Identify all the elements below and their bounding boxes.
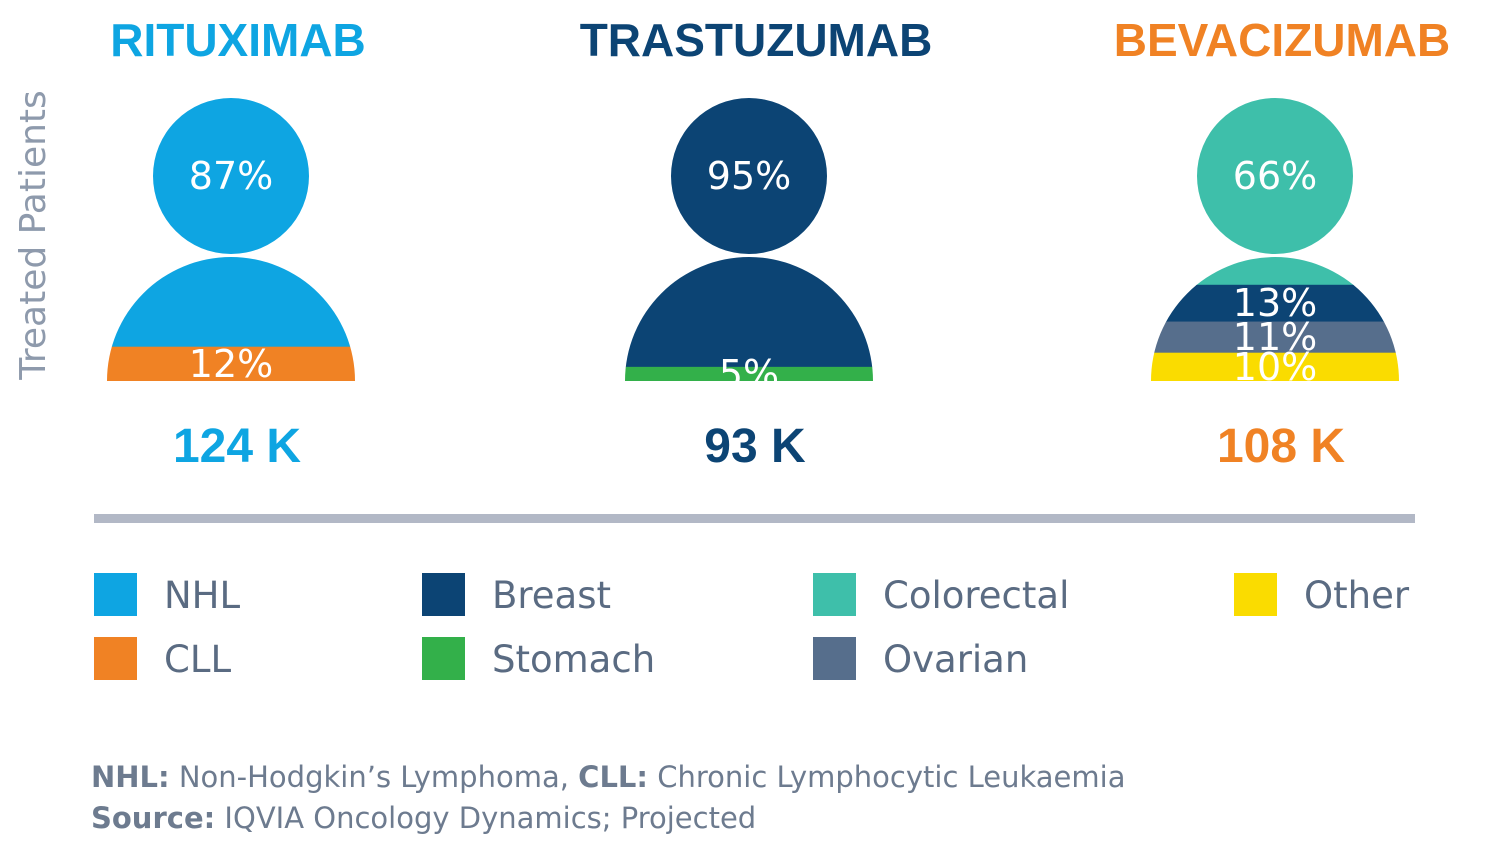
- segment-rituximab-nhl: [107, 98, 355, 348]
- total-rituximab: 124 K: [173, 420, 301, 473]
- legend-item-other: Other: [1234, 573, 1410, 617]
- pct-label-bevacizumab-colorectal: 66%: [1233, 154, 1317, 198]
- legend-item-breast: Breast: [422, 573, 611, 617]
- source-key: Source:: [91, 801, 216, 835]
- legend-label-cll: CLL: [164, 638, 231, 681]
- legend-swatch-nhl: [94, 573, 137, 616]
- pct-label-rituximab-nhl: 87%: [189, 154, 273, 198]
- legend-swatch-breast: [422, 573, 465, 616]
- divider-line: [94, 514, 1415, 523]
- nhl-abbrev-key: NHL:: [91, 760, 170, 794]
- segment-bevacizumab-other: [1151, 352, 1399, 381]
- figure-bevacizumab: BEVACIZUMAB 66% 13%11%10% 108 K: [1114, 14, 1450, 473]
- y-axis-label: Treated Patients: [13, 90, 54, 381]
- legend-label-breast: Breast: [492, 574, 611, 617]
- segment-rituximab-cll: [107, 346, 355, 381]
- legend-label-other: Other: [1304, 574, 1410, 617]
- source-value: IQVIA Oncology Dynamics; Projected: [215, 801, 757, 835]
- legend-label-colorectal: Colorectal: [883, 574, 1069, 617]
- legend-swatch-other: [1234, 573, 1277, 616]
- segment-bevacizumab-ovarian: [1151, 321, 1399, 354]
- drug-title-bevacizumab: BEVACIZUMAB: [1114, 14, 1450, 66]
- figure-trastuzumab: TRASTUZUMAB 95% 5% 93 K: [580, 14, 933, 473]
- legend-item-cll: CLL: [94, 637, 231, 681]
- segment-trastuzumab-breast: [625, 98, 873, 368]
- legend-swatch-stomach: [422, 637, 465, 680]
- legend-swatch-ovarian: [813, 637, 856, 680]
- pct-label-trastuzumab-breast: 95%: [707, 154, 791, 198]
- legend-item-nhl: NHL: [94, 573, 241, 617]
- pct-label-bevacizumab-breast: 13%: [1233, 281, 1317, 325]
- drug-figures: RITUXIMAB 87% 12% 124 K TRASTUZUMAB 95% 5% 93 K…: [107, 14, 1450, 473]
- legend-swatch-cll: [94, 637, 137, 680]
- legend-label-nhl: NHL: [164, 574, 241, 617]
- source-footnote: Source: IQVIA Oncology Dynamics; Project…: [91, 801, 756, 835]
- abbreviations-footnote: NHL: Non-Hodgkin’s Lymphoma, CLL: Chroni…: [91, 760, 1125, 794]
- segment-trastuzumab-stomach: [625, 366, 873, 381]
- legend-swatch-colorectal: [813, 573, 856, 616]
- nhl-abbrev-value: Non-Hodgkin’s Lymphoma,: [169, 760, 579, 794]
- total-trastuzumab: 93 K: [704, 420, 806, 473]
- drug-title-rituximab: RITUXIMAB: [110, 14, 366, 66]
- pct-label-bevacizumab-other: 10%: [1233, 345, 1317, 389]
- segment-bevacizumab-breast: [1151, 284, 1399, 323]
- pct-label-trastuzumab-stomach: 5%: [719, 352, 779, 396]
- pct-label-bevacizumab-ovarian: 11%: [1233, 315, 1317, 359]
- legend-item-ovarian: Ovarian: [813, 637, 1028, 681]
- figure-rituximab: RITUXIMAB 87% 12% 124 K: [107, 14, 366, 473]
- total-bevacizumab: 108 K: [1217, 420, 1345, 473]
- legend-item-colorectal: Colorectal: [813, 573, 1069, 617]
- cll-abbrev-key: CLL:: [578, 760, 649, 794]
- legend-label-ovarian: Ovarian: [883, 638, 1028, 681]
- cll-abbrev-value: Chronic Lymphocytic Leukaemia: [648, 760, 1126, 794]
- legend-item-stomach: Stomach: [422, 637, 655, 681]
- legend-label-stomach: Stomach: [492, 638, 655, 681]
- legend: NHL CLL Breast Stomach Colorectal Ovarian Othe…: [94, 573, 1410, 681]
- drug-title-trastuzumab: TRASTUZUMAB: [580, 14, 933, 66]
- pct-label-rituximab-cll: 12%: [189, 342, 273, 386]
